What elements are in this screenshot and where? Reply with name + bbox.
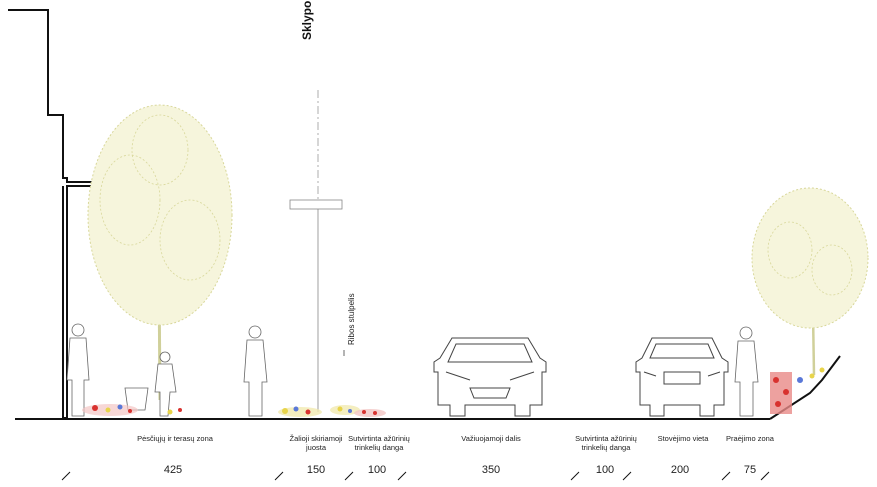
dimension-paving-right: 100	[595, 464, 615, 476]
boundary-title: Sklypo riba	[300, 0, 314, 40]
dimension-ticks	[61, 471, 770, 481]
planting-bed	[82, 404, 182, 416]
zone-label-pedestrian: Pėsčiųjų ir terasų zona	[137, 434, 213, 443]
zone-label-green-strip: Žalioji skiriamoji juosta	[289, 434, 343, 452]
dimension-passage: 75	[743, 464, 757, 476]
zone-label-paving-left: Sutvirtinta ažūrinių trinkelių danga	[348, 434, 410, 452]
dimension-parking: 200	[670, 464, 690, 476]
boundary-post-label: Ribos stulpelis	[347, 293, 356, 345]
person-figure	[66, 323, 90, 417]
dimension-pedestrian: 425	[163, 464, 183, 476]
zone-label-roadway: Važiuojamoji dalis	[461, 434, 521, 443]
dimension-paving-left: 100	[367, 464, 387, 476]
planting-bed	[278, 405, 386, 417]
zone-label-parking: Stovėjimo vieta	[657, 434, 709, 443]
planting-bed	[770, 367, 825, 414]
car-rear-view	[635, 337, 729, 417]
person-figure	[734, 326, 759, 417]
tree-left	[87, 104, 233, 401]
dimension-green-strip: 150	[306, 464, 326, 476]
dimension-roadway: 350	[481, 464, 501, 476]
zone-label-passage: Praėjimo zona	[726, 434, 774, 443]
tree-right	[751, 187, 869, 376]
person-figure	[124, 351, 177, 417]
boundary-post-cap	[289, 199, 343, 210]
person-figure	[243, 325, 268, 417]
zone-label-paving-right: Sutvirtinta ažūrinių trinkelių danga	[575, 434, 637, 452]
car-front-view	[433, 337, 547, 417]
